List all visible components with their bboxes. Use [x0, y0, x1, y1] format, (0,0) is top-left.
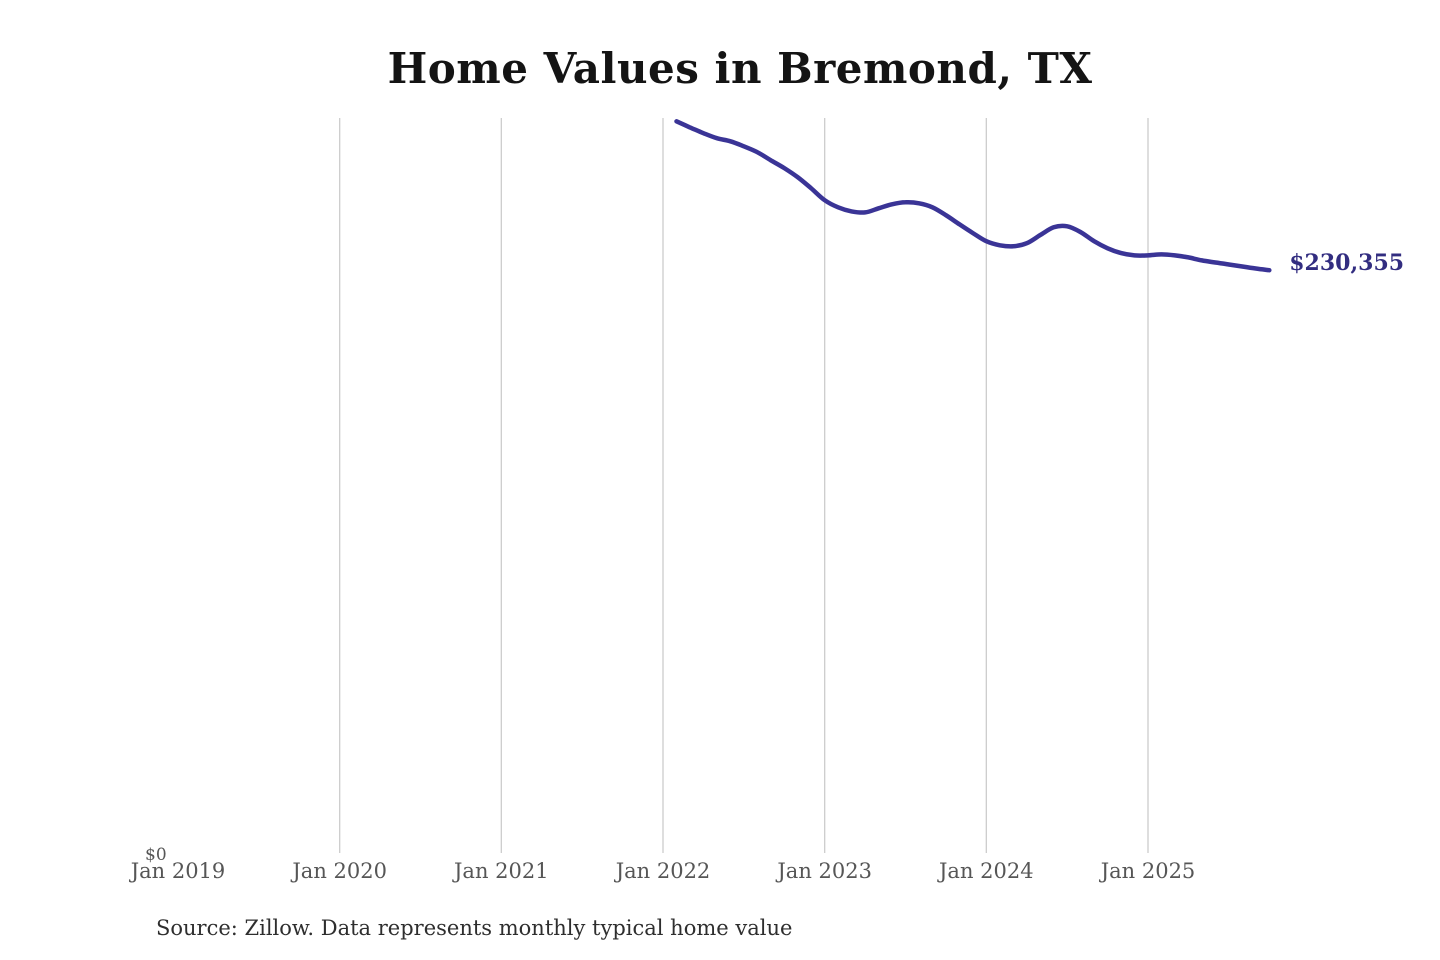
- x-tick-label: Jan 2021: [454, 859, 549, 883]
- source-note: Source: Zillow. Data represents monthly …: [156, 916, 793, 940]
- home-value-line: [674, 119, 1272, 273]
- x-tick-label: Jan 2022: [615, 859, 711, 883]
- x-tick-label: Jan 2025: [1100, 859, 1196, 883]
- x-tick-label: Jan 2023: [777, 859, 872, 883]
- x-tick-label: Jan 2020: [292, 859, 387, 883]
- latest-value-label: $230,355: [1289, 250, 1405, 277]
- x-tick-label: Jan 2024: [939, 859, 1034, 883]
- y-axis-zero-label: $0: [145, 845, 167, 865]
- chart-title: Home Values in Bremond, TX: [387, 44, 1093, 93]
- x-tick-label: Jan 2019: [130, 859, 226, 883]
